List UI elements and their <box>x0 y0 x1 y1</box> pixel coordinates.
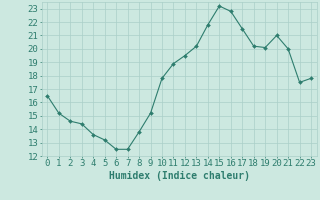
X-axis label: Humidex (Indice chaleur): Humidex (Indice chaleur) <box>109 171 250 181</box>
